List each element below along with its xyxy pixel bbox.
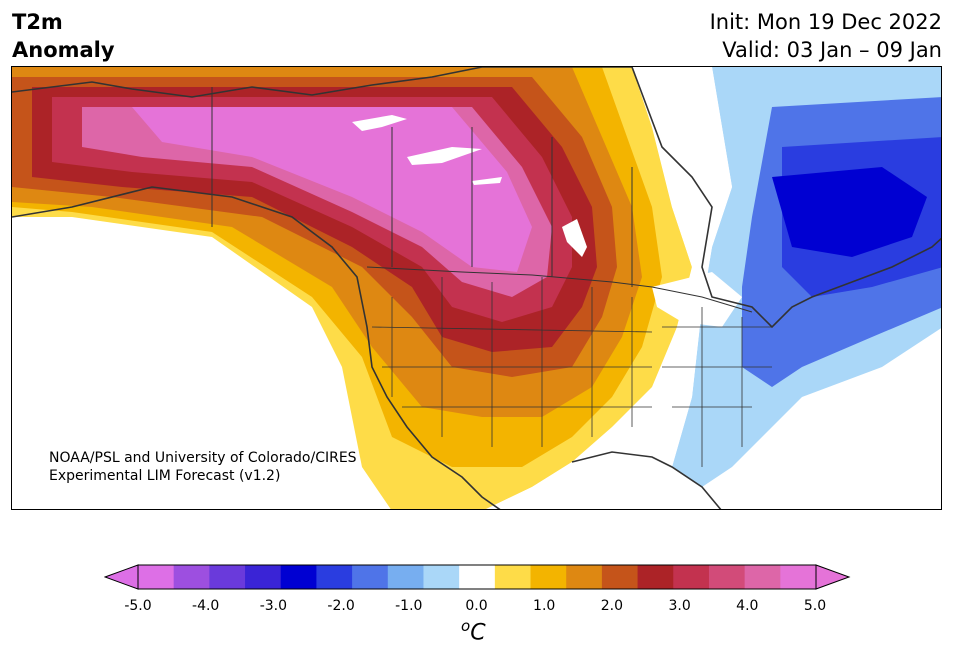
colorbar-tick-label: 5.0 xyxy=(803,598,827,614)
colorbar-cell xyxy=(387,565,424,589)
colorbar-tick-label: -1.0 xyxy=(395,598,423,614)
colorbar-cell xyxy=(245,565,282,589)
colorbar-unit: oC xyxy=(461,617,486,645)
colorbar-cell xyxy=(316,565,353,589)
colorbar-cell xyxy=(423,565,460,589)
colorbar-over-arrow xyxy=(815,564,851,590)
credit-line-2: Experimental LIM Forecast (v1.2) xyxy=(49,468,281,484)
colorbar-cells xyxy=(138,565,817,589)
colorbar-cell xyxy=(352,565,389,589)
colorbar-frame xyxy=(137,564,817,590)
coastline xyxy=(12,67,941,509)
colorbar-under-arrow xyxy=(104,564,139,590)
colorbar-tick-label: 1.0 xyxy=(533,598,556,614)
lake-athabasca xyxy=(472,177,502,185)
colorbar-cell xyxy=(494,565,532,589)
colorbar-cell xyxy=(744,565,781,589)
country-border xyxy=(211,87,753,313)
colorbar-cell xyxy=(280,565,317,589)
colorbar xyxy=(104,564,851,590)
neutral-gulf xyxy=(486,447,748,509)
great-lakes xyxy=(652,272,742,327)
great-slave-lake xyxy=(352,115,407,131)
colorbar-tick-label: -3.0 xyxy=(259,598,288,614)
warm-field-magenta xyxy=(132,107,532,272)
neutral-zone xyxy=(632,67,732,467)
anomaly-subtitle: Anomaly xyxy=(12,38,115,62)
init-date: Init: Mon 19 Dec 2022 xyxy=(709,10,942,34)
colorbar-tick-label: 3.0 xyxy=(668,598,691,614)
colorbar-cell xyxy=(601,565,639,589)
colorbar-tick-label: -4.0 xyxy=(192,598,220,614)
colorbar-tick-label: 4.0 xyxy=(736,598,759,614)
anomaly-map xyxy=(11,66,942,510)
colorbar-cell xyxy=(780,565,817,589)
colorbar-cell xyxy=(209,565,246,589)
map-canvas xyxy=(12,67,941,509)
colorbar-tick-label: 2.0 xyxy=(600,598,624,614)
unit-degree: o xyxy=(461,617,471,635)
colorbar-tick-label: -5.0 xyxy=(124,598,152,614)
state-borders xyxy=(371,277,772,467)
colorbar-cell xyxy=(459,565,496,589)
credit-line-1: NOAA/PSL and University of Colorado/CIRE… xyxy=(49,450,357,466)
colorbar-cell xyxy=(138,565,175,589)
title-block: T2m Anomaly xyxy=(12,8,115,64)
colorbar-cell xyxy=(530,565,567,589)
colorbar-tick-label: 0.0 xyxy=(465,598,488,614)
cold-field-strongest xyxy=(772,167,927,257)
unit-letter: C xyxy=(470,620,486,646)
colorbar-cell xyxy=(566,565,603,589)
credit-text: NOAA/PSL and University of Colorado/CIRE… xyxy=(49,449,357,485)
colorbar-ticks: -5.0 -4.0 -3.0 -2.0 -1.0 0.0 1.0 2.0 3.0 4.0 5.0 xyxy=(0,598,953,618)
colorbar-cell xyxy=(637,565,674,589)
valid-date: Valid: 03 Jan – 09 Jan xyxy=(722,38,942,62)
variable-title: T2m xyxy=(12,10,63,34)
colorbar-cell xyxy=(673,565,710,589)
colorbar-cell xyxy=(173,565,210,589)
great-bear-lake xyxy=(407,147,482,165)
lake-winnipeg xyxy=(562,219,587,257)
colorbar-cell xyxy=(708,565,746,589)
colorbar-tick-label: -2.0 xyxy=(327,598,355,614)
date-block: Init: Mon 19 Dec 2022 Valid: 03 Jan – 09… xyxy=(710,8,942,64)
